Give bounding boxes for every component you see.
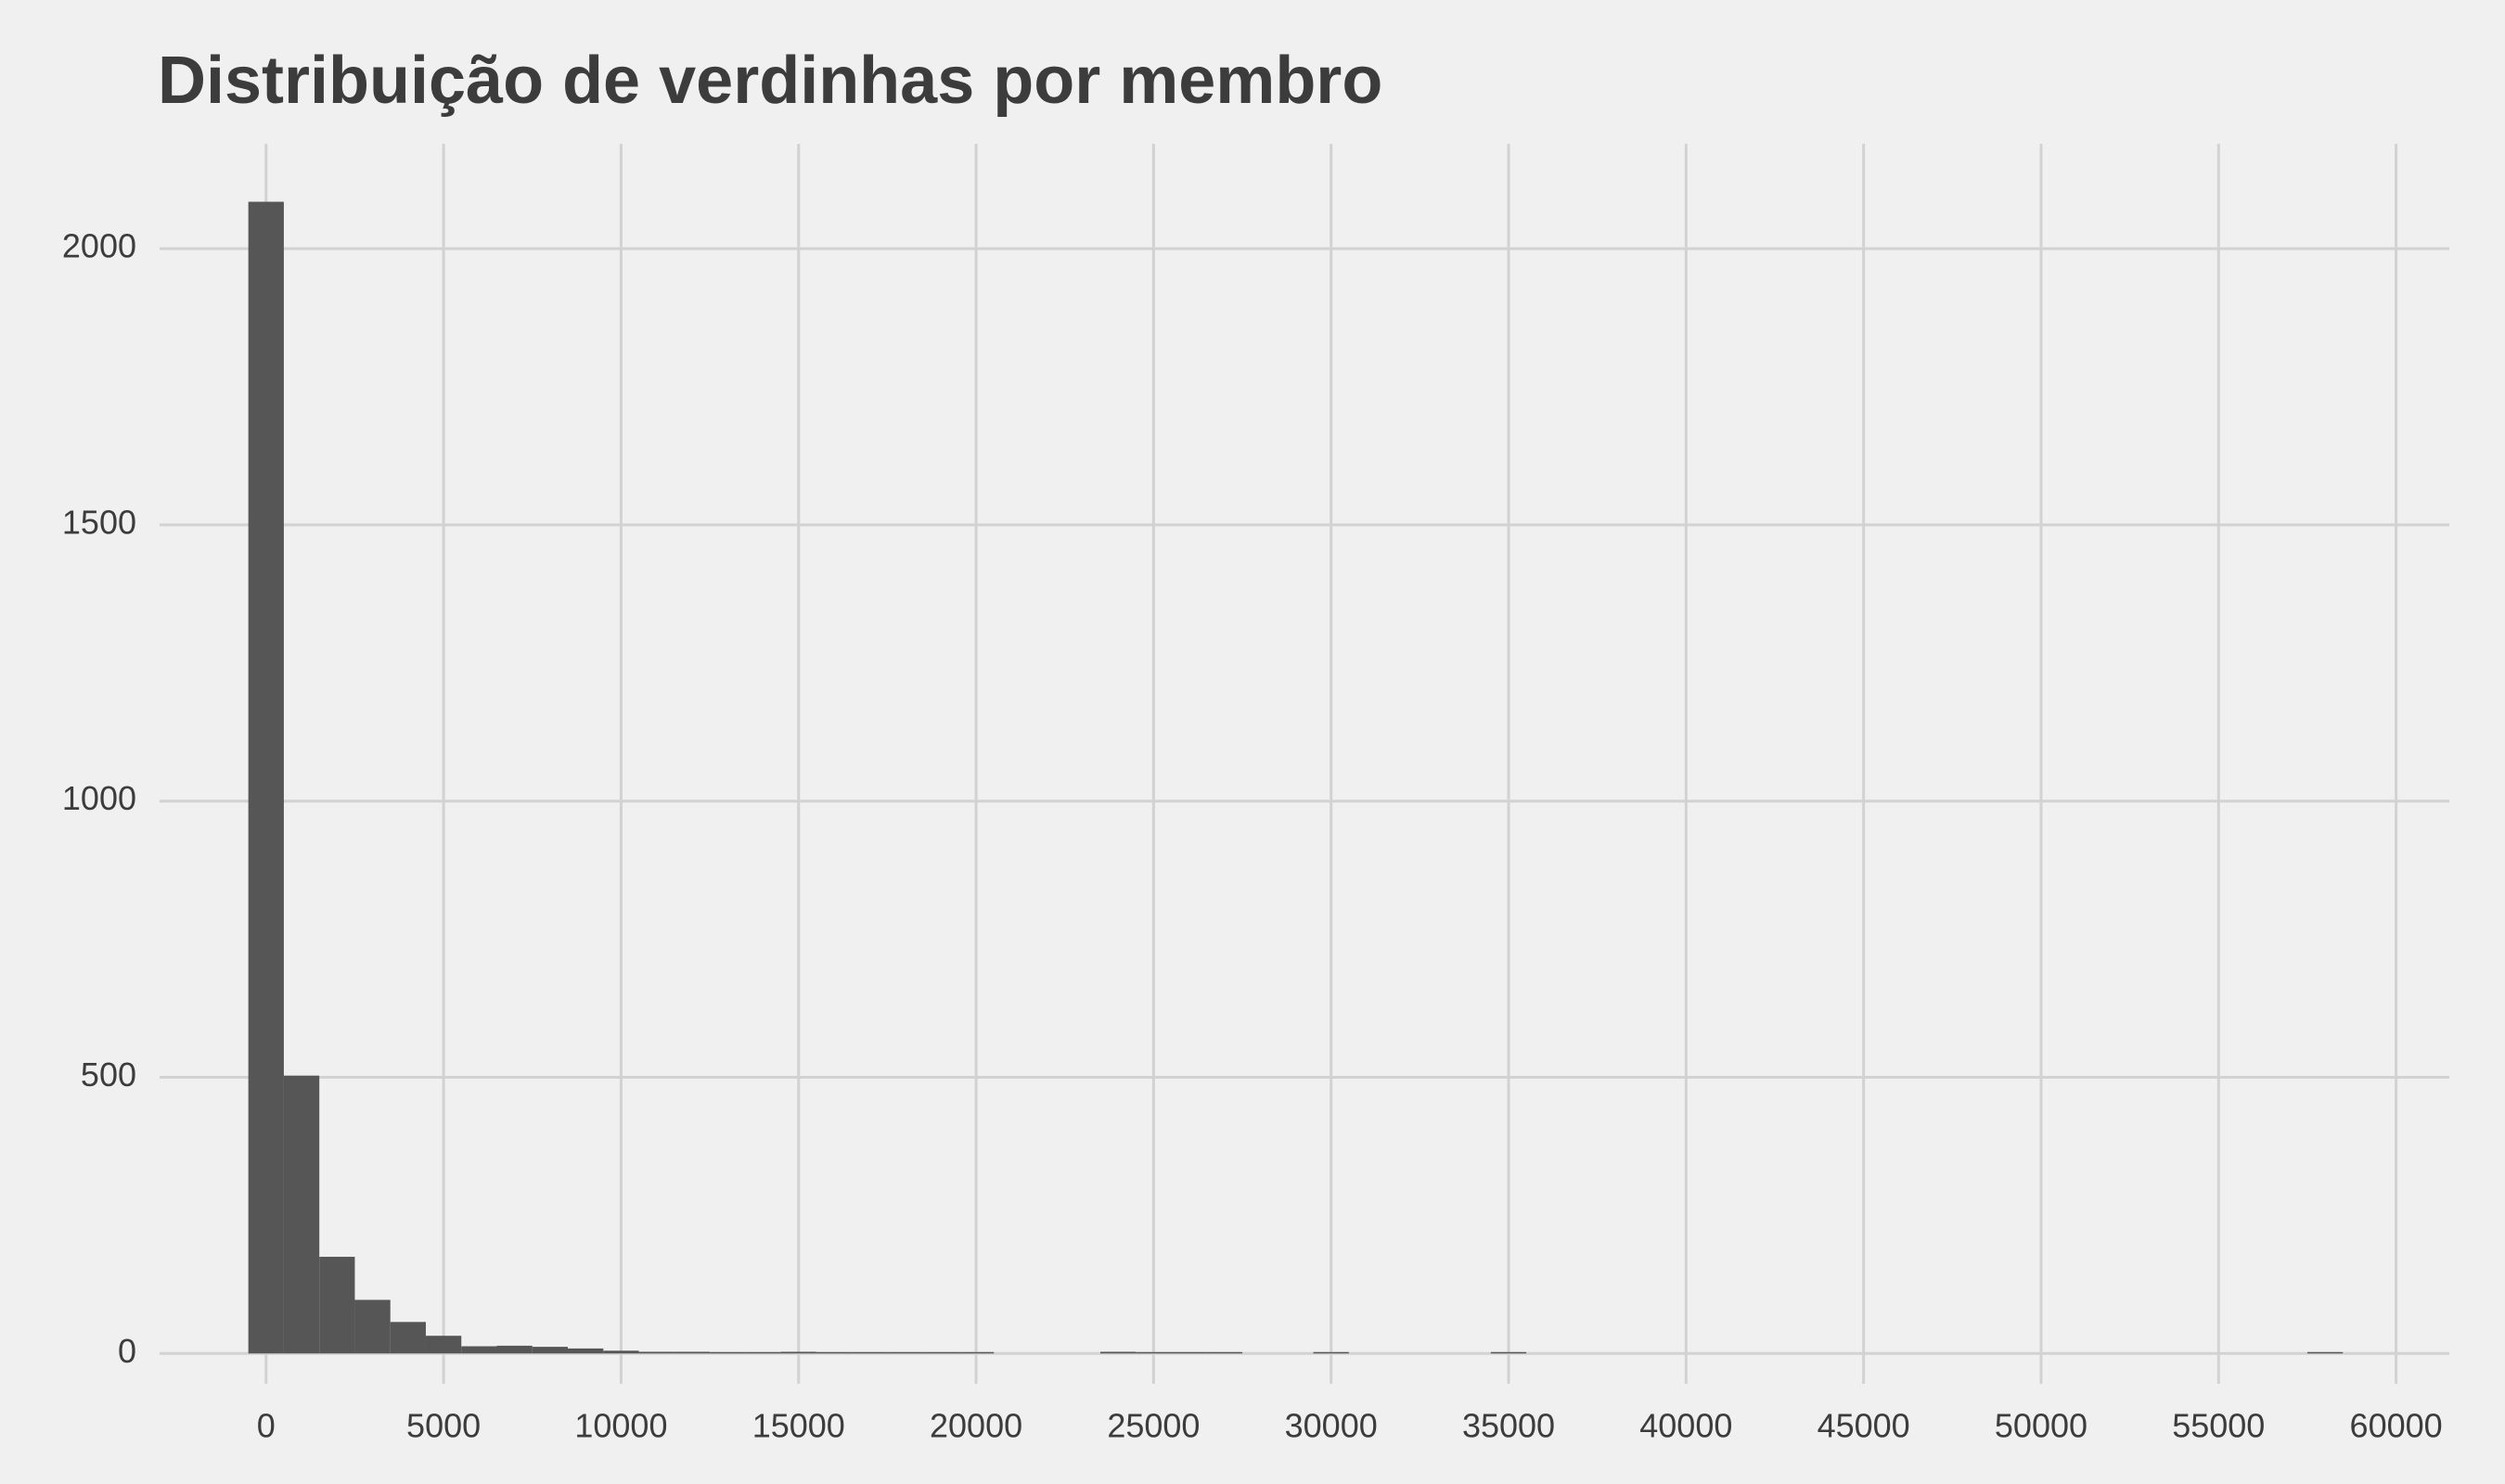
histogram-bar: [1490, 1351, 1527, 1354]
histogram-bar: [674, 1351, 711, 1354]
histogram-bar: [638, 1351, 674, 1354]
histogram-bar: [354, 1299, 391, 1354]
histogram-bar: [1171, 1351, 1207, 1354]
histogram-bar: [1136, 1351, 1172, 1354]
histogram-bar: [425, 1336, 462, 1354]
histogram-bar: [780, 1351, 816, 1354]
y-tick-label: 0: [118, 1332, 136, 1370]
histogram-bar: [922, 1351, 958, 1354]
x-tick-label: 10000: [574, 1407, 667, 1445]
x-tick-label: 55000: [2172, 1407, 2265, 1445]
y-tick-label: 500: [81, 1055, 136, 1094]
x-tick-label: 60000: [2350, 1407, 2443, 1445]
x-tick-label: 45000: [1818, 1407, 1910, 1445]
y-axis-tick-labels: 0 500 1000 1500 2000: [62, 227, 136, 1370]
x-tick-label: 40000: [1639, 1407, 1732, 1445]
histogram-bar: [568, 1348, 604, 1354]
histogram-bar: [1206, 1351, 1243, 1354]
x-axis-tick-labels: 0 5000 10000 15000 20000 25000 30000 35000 40000…: [257, 1407, 2443, 1445]
x-tick-label: 0: [257, 1407, 276, 1445]
x-tick-label: 20000: [930, 1407, 1022, 1445]
histogram-bar: [1099, 1351, 1137, 1354]
histogram-bars: [248, 201, 2344, 1354]
y-tick-label: 1500: [62, 503, 136, 541]
histogram-bar: [532, 1347, 569, 1354]
histogram-bar: [283, 1075, 320, 1354]
x-tick-label: 35000: [1462, 1407, 1555, 1445]
x-tick-label: 25000: [1107, 1407, 1200, 1445]
histogram-bar: [390, 1322, 426, 1354]
histogram-bar: [2306, 1351, 2344, 1354]
histogram-bar: [1313, 1351, 1349, 1354]
x-tick-label: 15000: [752, 1407, 845, 1445]
chart-title: Distribuição de verdinhas por membro: [158, 44, 1383, 118]
x-tick-label: 30000: [1285, 1407, 1378, 1445]
y-tick-label: 1000: [62, 779, 136, 817]
histogram-bar: [816, 1351, 853, 1354]
histogram-bar: [603, 1350, 639, 1354]
x-tick-label: 5000: [406, 1407, 481, 1445]
histogram-bar: [496, 1345, 533, 1354]
histogram-bar: [319, 1257, 355, 1354]
histogram-bar: [957, 1351, 995, 1354]
histogram-bar: [461, 1346, 497, 1354]
grid-lines: [160, 144, 2449, 1384]
histogram-bar: [745, 1351, 781, 1354]
histogram-bar: [887, 1351, 923, 1354]
histogram-bar: [248, 201, 284, 1354]
histogram-bar: [710, 1351, 746, 1354]
x-tick-label: 50000: [1995, 1407, 2088, 1445]
y-tick-label: 2000: [62, 227, 136, 265]
histogram-bar: [852, 1351, 888, 1354]
